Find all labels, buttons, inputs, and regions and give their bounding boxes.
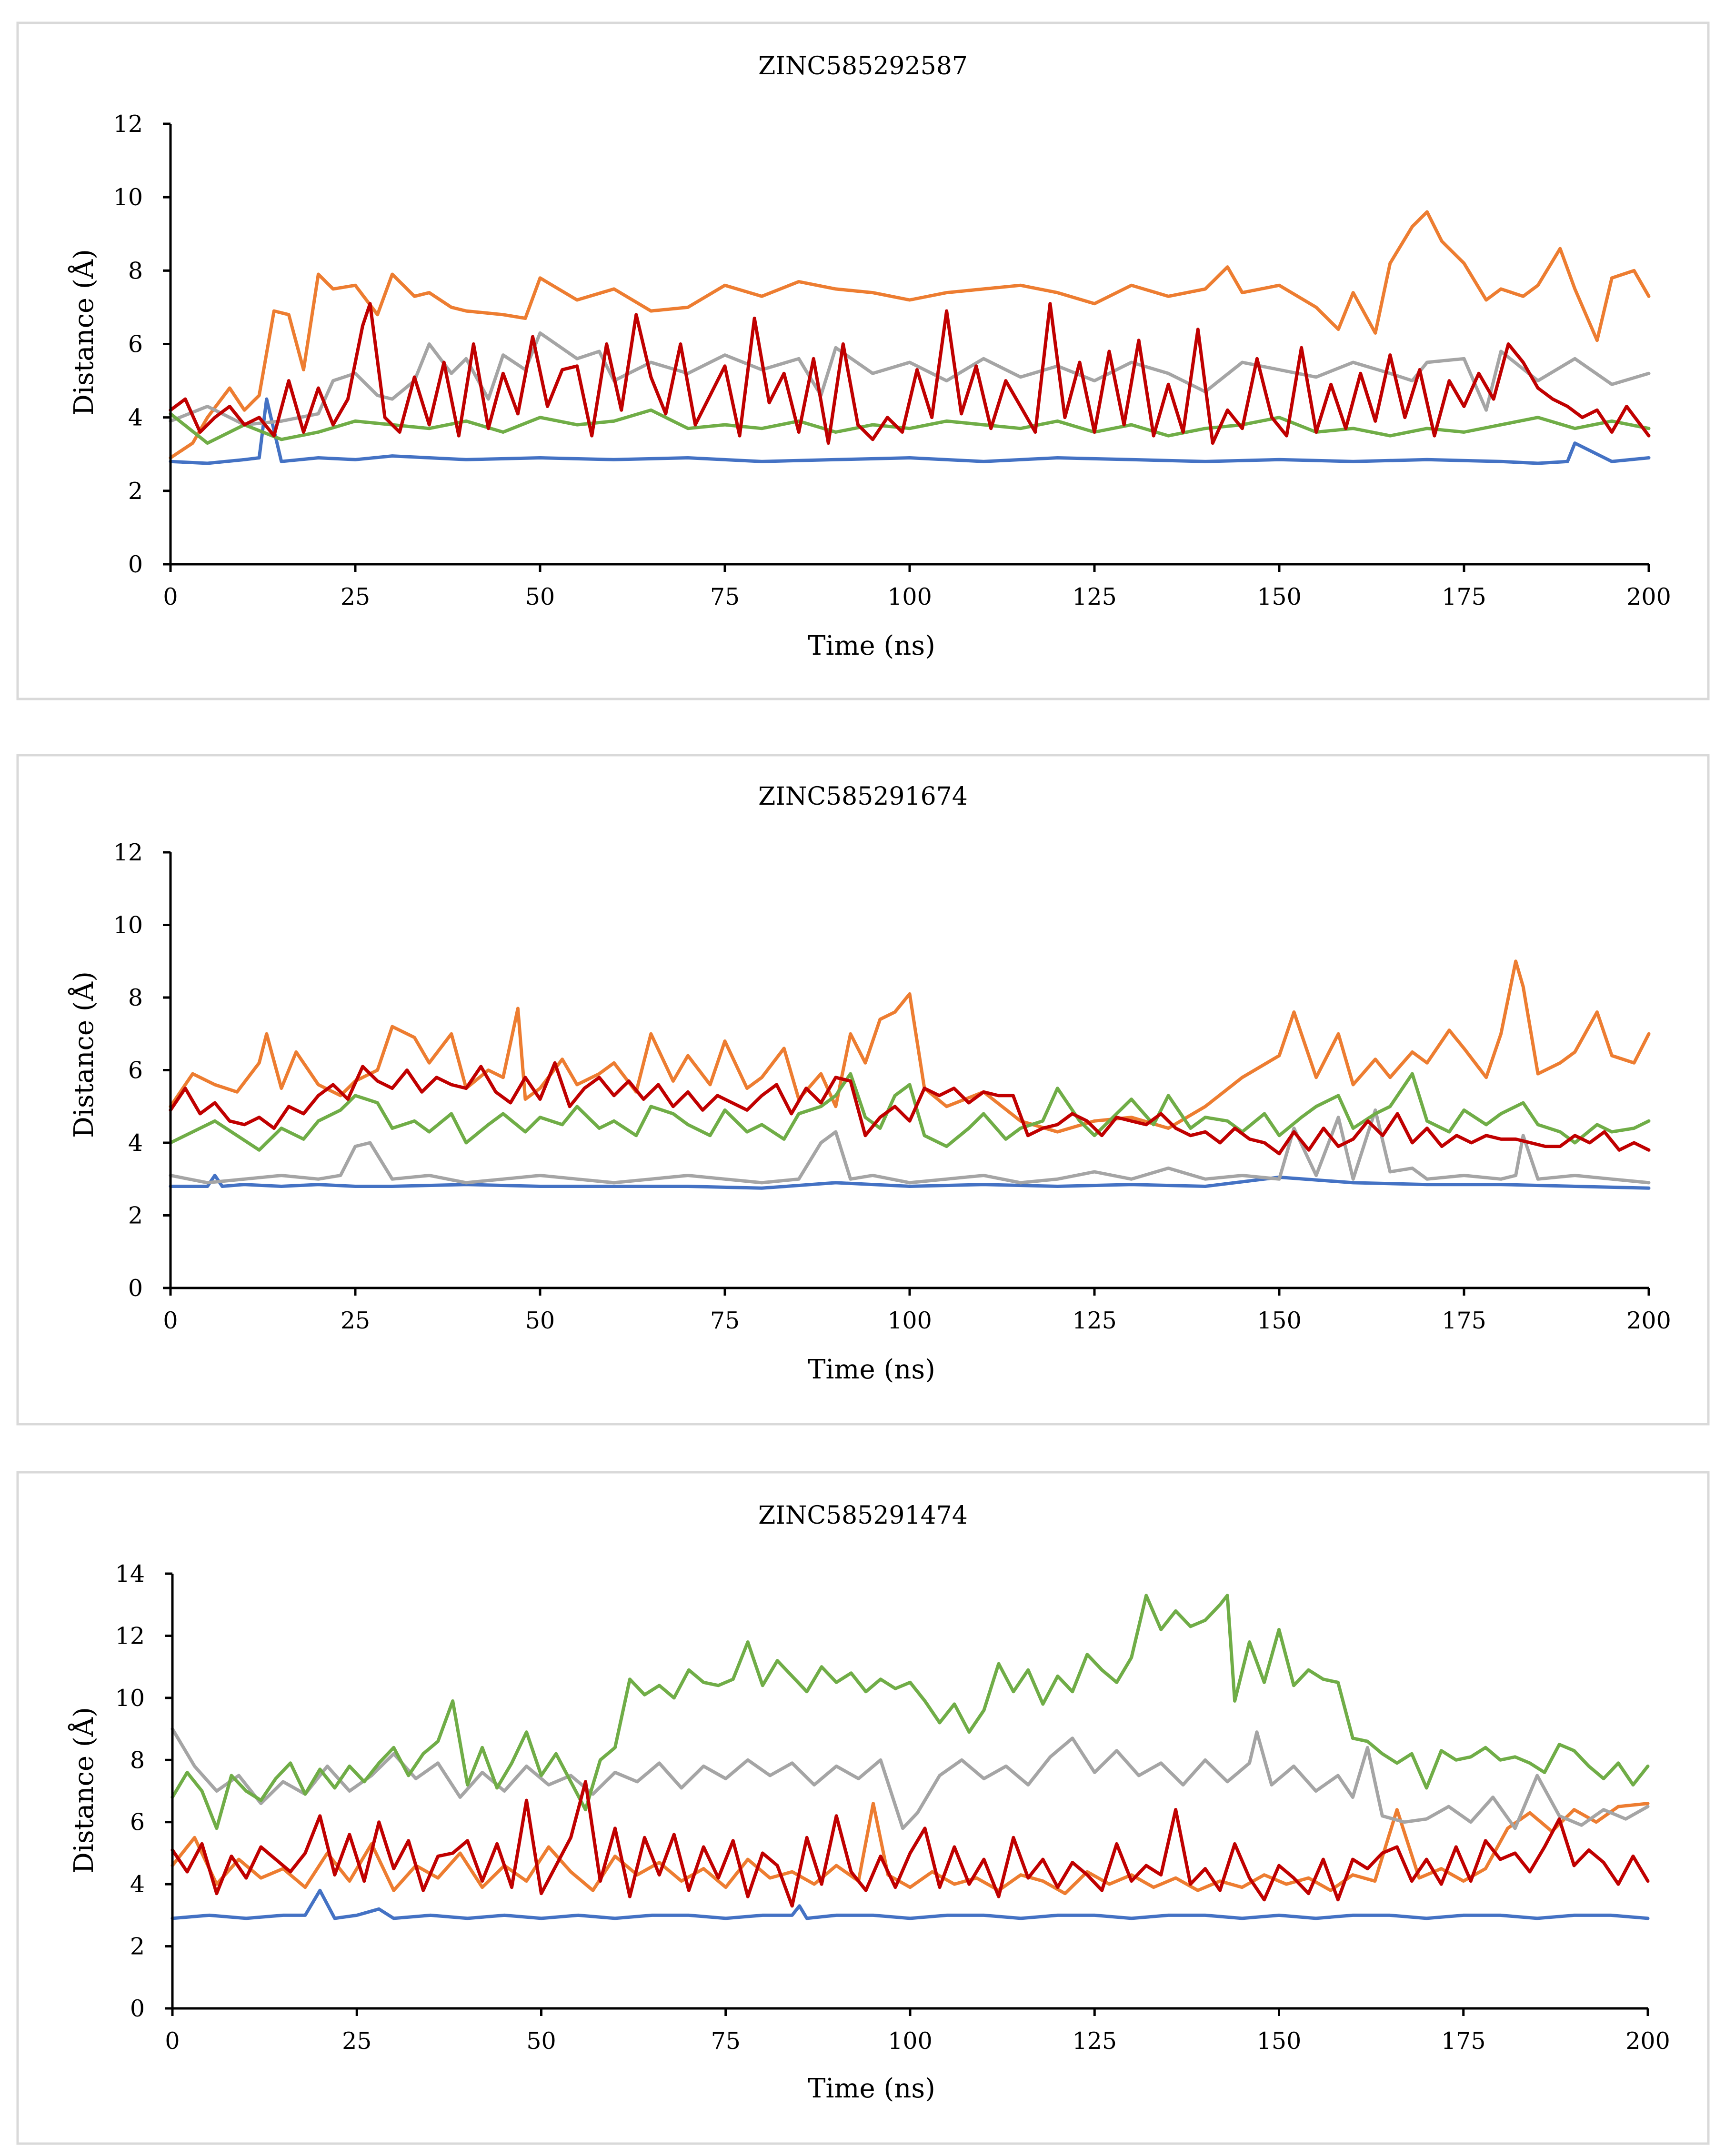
x-tick-label: 200 (1625, 2027, 1670, 2055)
x-tick-label: 75 (711, 2027, 741, 2055)
x-tick-label: 25 (342, 2027, 371, 2055)
plot-area: 0 2 4 6 8 10 12 0 25 50 75 100 125 150 175 200 (113, 839, 1671, 1334)
chart-title: ZINC585291474 (758, 1501, 968, 1530)
x-tick-label: 25 (341, 583, 370, 610)
y-tick-label: 0 (130, 1995, 145, 2022)
y-tick-label: 4 (130, 1871, 145, 1898)
y-tick-label: 8 (128, 257, 143, 284)
y-tick-label: 12 (113, 110, 143, 138)
plot-area: 0 2 4 6 8 10 12 0 25 50 75 100 125 150 175 200 (113, 110, 1671, 610)
x-tick-label: 100 (887, 1307, 932, 1334)
chart-panel-3: ZINC585291474 Distance (Å) Time (ns) 0 2 4… (16, 1471, 1710, 2145)
x-axis-title: Time (ns) (808, 630, 935, 661)
y-axis-title: Distance (Å) (68, 1707, 100, 1874)
series-line-red (169, 1061, 1651, 1156)
series-line-blue (169, 1174, 1651, 1190)
y-tick-label: 12 (113, 839, 143, 866)
y-tick-label: 14 (115, 1560, 145, 1587)
series-line-gray (169, 1108, 1651, 1185)
x-tick-label: 175 (1442, 1307, 1486, 1334)
x-tick-label: 100 (888, 2027, 933, 2055)
y-tick-label: 0 (128, 551, 143, 578)
y-axis-title: Distance (Å) (68, 249, 100, 416)
x-tick-label: 200 (1626, 1307, 1671, 1334)
y-tick-label: 2 (128, 1202, 143, 1229)
x-tick-label: 50 (526, 2027, 556, 2055)
chart-frame (16, 1471, 1710, 2145)
y-axis-title: Distance (Å) (68, 971, 100, 1138)
y-tick-label: 10 (115, 1685, 145, 1712)
x-tick-label: 100 (887, 583, 932, 610)
y-tick-label: 0 (128, 1275, 143, 1302)
x-tick-label: 25 (341, 1307, 370, 1334)
chart-panel-2: ZINC585291674 Distance (Å) Time (ns) 0 2 4… (16, 754, 1710, 1426)
y-tick-label: 4 (128, 404, 143, 431)
y-tick-label: 6 (128, 331, 143, 358)
series-line-green (169, 408, 1651, 445)
x-axis-title: Time (ns) (808, 1354, 935, 1385)
x-tick-label: 50 (525, 583, 555, 610)
x-tick-label: 125 (1072, 2027, 1117, 2055)
x-tick-label: 150 (1257, 1307, 1302, 1334)
series-line-blue (169, 397, 1651, 465)
chart-title: ZINC585292587 (758, 52, 968, 80)
x-tick-label: 0 (163, 1307, 178, 1334)
x-tick-label: 150 (1257, 2027, 1302, 2055)
x-tick-label: 75 (710, 1307, 740, 1334)
y-tick-label: 6 (130, 1809, 145, 1836)
x-tick-label: 0 (165, 2027, 180, 2055)
series-line-green (170, 1594, 1650, 1830)
y-tick-label: 6 (128, 1057, 143, 1084)
series-line-orange (169, 210, 1651, 459)
y-tick-label: 2 (128, 478, 143, 505)
y-tick-label: 12 (115, 1622, 145, 1649)
x-tick-label: 125 (1072, 583, 1117, 610)
x-tick-label: 50 (525, 1307, 555, 1334)
y-tick-label: 4 (128, 1129, 143, 1157)
y-tick-label: 2 (130, 1933, 145, 1960)
series-line-blue (170, 1888, 1650, 1920)
x-tick-label: 175 (1441, 2027, 1486, 2055)
x-tick-label: 150 (1257, 583, 1302, 610)
y-tick-label: 10 (113, 912, 143, 939)
x-tick-label: 175 (1442, 583, 1486, 610)
x-axis-title: Time (ns) (808, 2073, 935, 2104)
series-line-red (169, 302, 1651, 445)
y-tick-label: 8 (130, 1747, 145, 1774)
x-tick-label: 200 (1626, 583, 1671, 610)
chart-panel-1: ZINC585292587 Distance (Å) Time (ns) 0 2 4… (16, 21, 1710, 700)
series-line-red (170, 1780, 1650, 1908)
series-line-green (169, 1072, 1651, 1152)
chart-frame (16, 754, 1710, 1426)
series-line-gray (170, 1727, 1650, 1830)
y-tick-label: 8 (128, 984, 143, 1011)
y-tick-label: 10 (113, 184, 143, 211)
x-tick-label: 0 (163, 583, 178, 610)
chart-title: ZINC585291674 (758, 782, 968, 811)
series-line-orange (169, 959, 1651, 1134)
x-tick-label: 125 (1072, 1307, 1117, 1334)
x-tick-label: 75 (710, 583, 740, 610)
plot-area: 0 2 4 6 8 10 12 14 0 25 50 75 100 125 150 175 200 (115, 1560, 1670, 2055)
